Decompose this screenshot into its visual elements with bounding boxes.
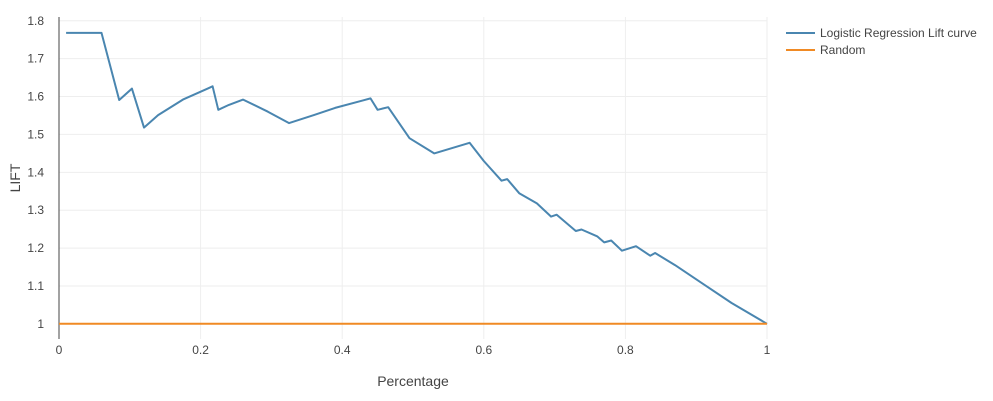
y-tick-label: 1.5	[27, 127, 44, 141]
legend-label: Logistic Regression Lift curve	[820, 26, 977, 40]
y-tick-label: 1.8	[27, 14, 44, 28]
y-tick-label: 1.2	[27, 241, 44, 255]
series-line-1	[66, 31, 768, 325]
y-tick-label: 1.4	[27, 165, 44, 179]
grid	[58, 17, 768, 339]
series-lines	[59, 31, 768, 325]
y-tick-label: 1.7	[27, 52, 44, 66]
x-tick-label: 1	[764, 343, 771, 357]
legend-label: Random	[820, 43, 865, 57]
y-tick-label: 1.6	[27, 90, 44, 104]
x-axis-title: Percentage	[377, 373, 449, 389]
y-tick-label: 1	[37, 317, 44, 331]
legend: Logistic Regression Lift curve Random	[786, 26, 977, 57]
x-tick-label: 0.4	[334, 343, 351, 357]
x-tick-label: 0.2	[192, 343, 209, 357]
x-tick-label: 0	[56, 343, 63, 357]
y-axis-ticks: 1 1.1 1.2 1.3 1.4 1.5 1.6 1.7 1.8	[27, 14, 44, 331]
x-axis-ticks: 0 0.2 0.4 0.6 0.8 1	[56, 343, 771, 357]
y-axis-title: LIFT	[7, 163, 23, 192]
y-tick-label: 1.1	[27, 279, 44, 293]
y-tick-label: 1.3	[27, 203, 44, 217]
x-tick-label: 0.6	[475, 343, 492, 357]
x-tick-label: 0.8	[617, 343, 634, 357]
